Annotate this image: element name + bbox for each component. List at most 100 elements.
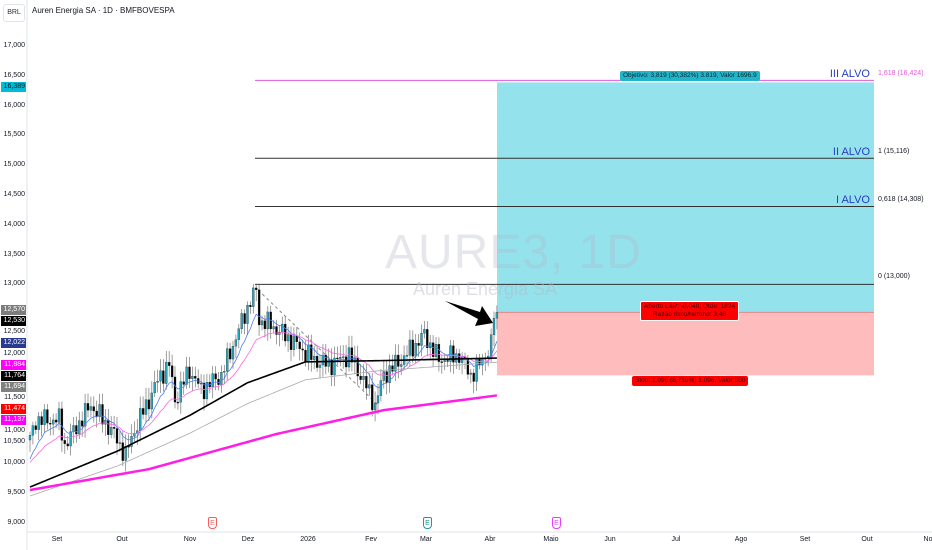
price-label: 12,530 [1, 316, 26, 327]
candle-body [376, 395, 380, 404]
candle-body [34, 425, 37, 430]
candle-body [434, 344, 438, 357]
candle-body [489, 334, 493, 357]
watermark-name: Auren Energia SA [413, 279, 558, 299]
candle-body [240, 313, 243, 329]
ma-gray-line [29, 361, 497, 497]
y-tick-label: 16,500 [3, 71, 25, 79]
candle-body [304, 349, 307, 362]
ma-slow-line [29, 394, 498, 492]
candle-body [414, 343, 417, 357]
earnings-event-icon[interactable]: E [423, 517, 432, 529]
candle-body [362, 376, 365, 380]
candle-body [112, 427, 116, 429]
candle-body [115, 428, 119, 444]
x-tick-label: Abr [484, 536, 496, 543]
candle-body [417, 343, 420, 346]
candle-body [495, 312, 499, 319]
x-tick-label: Jul [671, 536, 681, 543]
candle-body [330, 359, 333, 376]
candle-body [110, 427, 113, 435]
alvo-1-label: I ALVO [835, 194, 870, 206]
candle-body [246, 305, 249, 324]
candle-body [252, 287, 255, 307]
candle-body [324, 354, 327, 367]
candle-body [60, 408, 64, 441]
candle-body [86, 403, 90, 411]
fib-level-0: 0 (13,000) [878, 273, 910, 280]
candle-body [255, 287, 258, 290]
candle-body [43, 409, 46, 425]
candle-body [81, 420, 84, 427]
open-pnl-text: Aberto L&P: -0,040, Qtde: 1824 [644, 303, 736, 310]
candle-body [31, 425, 35, 436]
currency-button[interactable]: BRL [3, 4, 25, 22]
candle-body [37, 416, 40, 430]
price-label: 11,474 [1, 404, 26, 415]
risk-reward-text: Razão risco/retorno: 3,48 [653, 311, 727, 318]
candle-body [168, 362, 171, 366]
x-tick-label: Dez [241, 536, 255, 543]
candle-body [408, 339, 412, 356]
earnings-event-icon[interactable]: E [208, 517, 217, 529]
stop-zone [497, 312, 874, 376]
candle-body [83, 403, 87, 427]
candle-body [199, 382, 203, 385]
candle-body [130, 436, 133, 447]
candle-body [66, 443, 69, 447]
price-label: 12,022 [1, 338, 26, 349]
y-tick-label: 16,000 [3, 101, 25, 109]
candle-body [214, 373, 217, 380]
candle-body [263, 320, 267, 330]
target-zone [497, 82, 874, 313]
candle-body [373, 402, 377, 411]
y-tick-label: 11,000 [4, 427, 25, 435]
candle-body [194, 376, 197, 379]
symbol-legend: Auren Energia SA · 1D · BMFBOVESPA [32, 6, 175, 15]
candle-body [475, 358, 478, 382]
candle-body [124, 446, 127, 461]
price-label: 11,137 [1, 415, 26, 426]
candle-body [101, 404, 104, 425]
earnings-event-icon[interactable]: E [552, 517, 561, 529]
candle-body [182, 381, 185, 385]
candle-body [141, 408, 145, 415]
y-tick-label: 15,500 [3, 131, 25, 139]
y-tick-label: 12,500 [3, 328, 25, 336]
candle-body [394, 354, 397, 372]
candle-body [234, 339, 238, 347]
candle-body [46, 409, 49, 424]
candle-body [139, 408, 142, 431]
candle-body [260, 320, 264, 326]
price-label: 11,884 [1, 360, 26, 371]
candle-body [266, 311, 269, 330]
candle-body [359, 375, 362, 380]
arrow-icon [445, 301, 493, 326]
candle-body [257, 289, 261, 326]
candle-body [307, 344, 310, 362]
candle-body [223, 371, 226, 373]
candle-body [292, 335, 296, 350]
candle-body [205, 382, 209, 400]
alvo-2-label: II ALVO [832, 146, 870, 158]
x-tick-label: Set [51, 536, 63, 543]
x-tick-label: Fev [365, 536, 377, 543]
candle-body [89, 406, 93, 411]
candle-body [405, 355, 409, 357]
candle-body [321, 354, 325, 366]
price-label: 12,570 [1, 305, 26, 316]
candle-body [385, 371, 388, 383]
candle-body [118, 442, 122, 444]
target-label: Objetivo: 3,819 (30,382%) 3.819, Valor 1… [620, 71, 760, 81]
candle-body [133, 433, 136, 437]
price-label: 11,764 [1, 371, 26, 382]
candle-body [179, 381, 182, 403]
x-tick-label: Out [861, 536, 873, 543]
candle-body [446, 360, 449, 362]
candle-body [185, 366, 188, 385]
candle-body [272, 326, 275, 330]
candle-body [72, 425, 75, 432]
y-tick-label: 9,500 [7, 489, 25, 496]
candle-body [121, 442, 124, 461]
